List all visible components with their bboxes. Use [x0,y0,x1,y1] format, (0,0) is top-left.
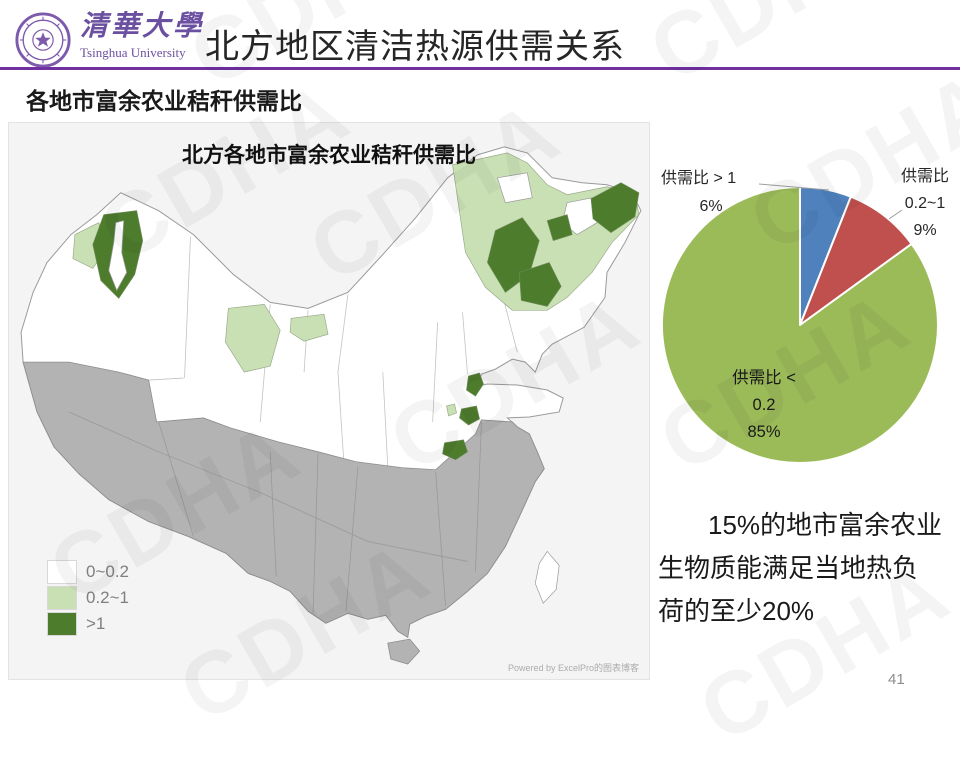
slide-title: 北方地区清洁热源供需关系 [205,28,625,66]
pie-callout-mid: 供需比 0.2~1 9% [892,163,958,244]
pie-callout-gt1: 供需比 > 1 6% [661,165,761,221]
map-darkgreen-ne-2 [518,262,562,307]
watermark: CDHA [633,0,918,103]
legend-swatch-gt1 [47,612,77,636]
legend-row: >1 [47,611,129,637]
china-map [20,146,642,665]
map-darkgreen-ne-3 [590,182,640,234]
legend-label: 0~0.2 [86,562,130,581]
legend-label: 0.2~1 [86,588,130,607]
summary-line-2: 生物质能满足当地热负 [658,553,919,583]
map-lightgreen-innermongolia-a [225,303,281,373]
logo-chinese-name: 清華大學 [80,11,205,42]
logo-text: 清華大學 Tsinghua University [80,11,205,60]
pie-label-lt02-line2: 0.2 [752,396,776,414]
legend-row: 0.2~1 [47,585,129,611]
pie-callout-mid-label2: 0.2~1 [904,195,946,212]
section-title: 各地市富余农业秸秆供需比 [26,88,302,114]
header-divider [0,67,960,70]
map-darkgreen-shandong [442,439,468,461]
pie-leader-lines [758,183,903,220]
map-darkgreen-ne-4 [546,214,573,242]
map-legend: 0~0.2 0.2~1 >1 [47,559,129,637]
pie-callout-gt1-value: 6% [699,198,723,215]
pie-label-lt02-line1: 供需比 < [732,369,796,387]
legend-swatch-0.2-1 [47,586,77,610]
map-darkgreen-tianjin [459,405,480,426]
pie-callout-mid-label1: 供需比 [900,168,949,185]
china-choropleth-panel: 北方各地市富余农业秸秆供需比 0~0.2 [8,122,650,680]
map-hainan [387,638,421,665]
page-number: 41 [888,671,905,688]
map-credit: Powered by ExcelPro的图表博客 [507,663,639,673]
logo-english-name: Tsinghua University [80,45,186,60]
map-south-region [22,361,545,638]
pie-label-lt02-value: 85% [747,423,781,441]
pie-callout-gt1-label: 供需比 > 1 [661,170,737,187]
pie-label-lt02: 供需比 < 0.2 85% [700,365,828,446]
legend-swatch-0-0.2 [47,560,77,584]
map-lightgreen-beijing [446,403,457,417]
legend-row: 0~0.2 [47,559,129,585]
map-title: 北方各地市富余农业秸秆供需比 [182,144,476,167]
pie-callout-mid-value: 9% [913,222,937,239]
summary-line-3: 荷的至少20% [658,596,815,626]
map-darkgreen-hebei [466,372,484,397]
supply-demand-pie-chart [660,183,939,464]
map-lightgreen-innermongolia-b [289,313,329,342]
tsinghua-logo-icon [15,12,71,68]
map-taiwan [534,550,560,604]
summary-text: 15%的地市富余农业 生物质能满足当地热负 荷的至少20% [658,504,960,633]
legend-label: >1 [86,614,106,633]
pie-slice-2 [660,186,939,464]
summary-line-1: 15%的地市富余农业 [708,510,943,540]
